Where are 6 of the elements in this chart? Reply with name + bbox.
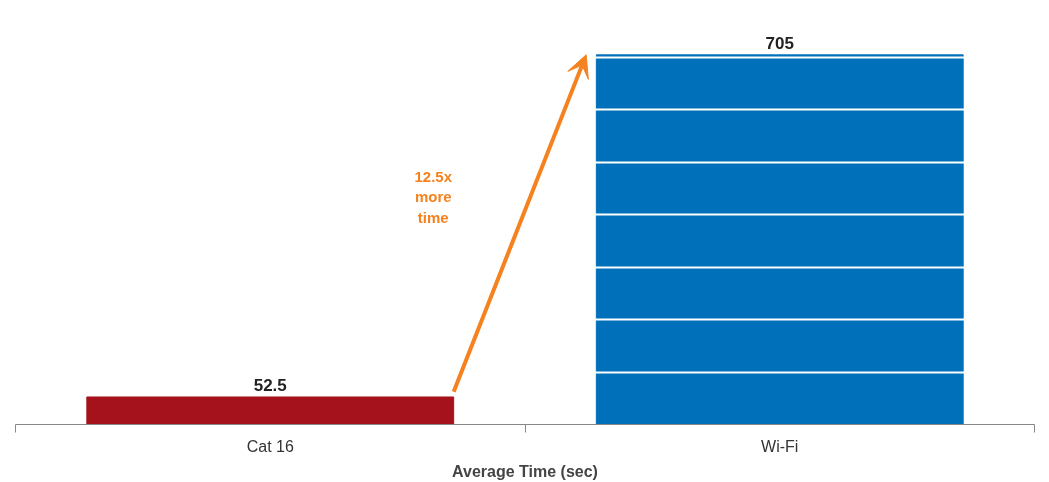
x-tick-label: Cat 16 bbox=[246, 437, 294, 455]
x-axis-title: Average Time (sec) bbox=[452, 462, 598, 480]
x-tick-label: Wi-Fi bbox=[761, 437, 799, 455]
annotation: 12.5x more time bbox=[414, 167, 453, 226]
data-label: 52.5 bbox=[253, 375, 287, 395]
data-label: 705 bbox=[765, 33, 794, 53]
